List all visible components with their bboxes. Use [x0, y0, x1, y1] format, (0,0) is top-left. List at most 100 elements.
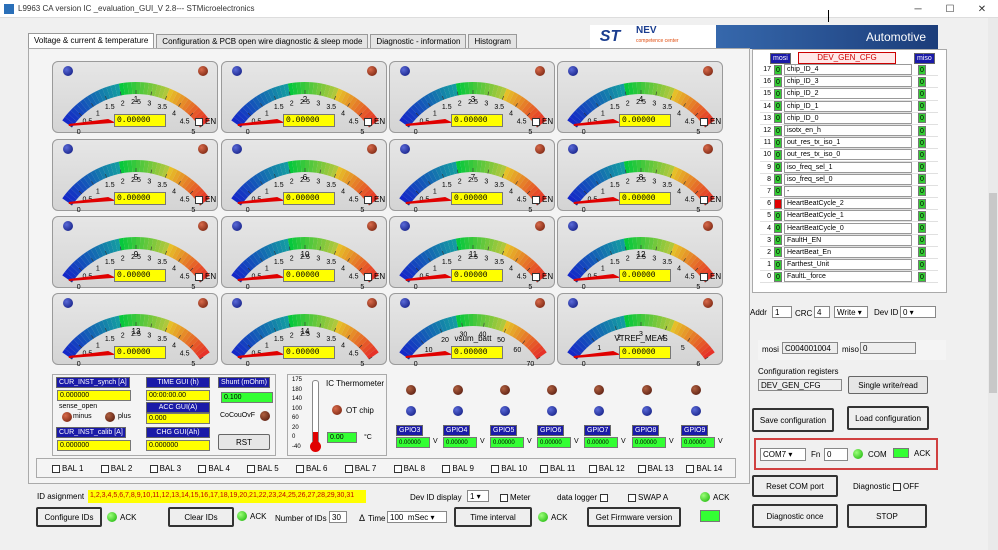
gauge-enable-box[interactable] — [532, 272, 540, 281]
register-mosi-bit[interactable]: 0 — [774, 88, 782, 99]
data-logger-box[interactable] — [600, 493, 609, 502]
register-mosi-bit[interactable]: 0 — [774, 125, 782, 136]
diagnostic-checkbox[interactable] — [893, 482, 901, 491]
gauge-enable-box[interactable] — [700, 195, 708, 204]
get-firmware-version-button[interactable]: Get Firmware version — [587, 507, 681, 527]
gauge-enable-box[interactable] — [364, 195, 372, 204]
bal-checkbox-box[interactable] — [247, 464, 256, 473]
gauge-enable-box[interactable] — [532, 195, 540, 204]
com-port-select[interactable]: COM7 ▾ — [760, 448, 806, 461]
bal-checkbox[interactable]: BAL 1 — [52, 464, 84, 473]
bal-checkbox[interactable]: BAL 14 — [686, 464, 722, 473]
rst-button[interactable]: RST — [218, 434, 270, 450]
meter-checkbox-box[interactable] — [500, 493, 508, 502]
bal-checkbox[interactable]: BAL 6 — [296, 464, 328, 473]
register-mosi-bit[interactable]: 0 — [774, 259, 782, 270]
bal-checkbox[interactable]: BAL 2 — [100, 464, 132, 473]
save-configuration-button[interactable]: Save configuration — [752, 408, 834, 432]
bal-checkbox[interactable]: BAL 10 — [491, 464, 527, 473]
gauge-enable-box[interactable] — [364, 117, 372, 126]
bal-checkbox-box[interactable] — [491, 464, 500, 473]
gauge-enable-box[interactable] — [532, 117, 540, 126]
register-mosi-bit[interactable]: 0 — [774, 113, 782, 124]
fn-input[interactable]: 0 — [824, 448, 848, 461]
bal-checkbox-box[interactable] — [296, 464, 304, 473]
bal-checkbox-box[interactable] — [393, 464, 402, 473]
register-mosi-bit[interactable]: 0 — [774, 235, 782, 246]
minimize-button[interactable]: ─ — [914, 3, 922, 15]
register-mosi-bit[interactable]: 0 — [774, 149, 782, 160]
bal-checkbox-box[interactable] — [198, 464, 207, 473]
gauge-enable-checkbox[interactable]: EN — [532, 195, 553, 204]
data-logger-checkbox[interactable]: data logger — [557, 493, 610, 502]
swap-a-box[interactable] — [628, 493, 636, 502]
gauge-enable-box[interactable] — [700, 117, 708, 126]
time-interval-button[interactable]: Time interval — [454, 507, 532, 527]
clear-ids-button[interactable]: Clear IDs — [168, 507, 234, 527]
gauge-enable-box[interactable] — [195, 195, 203, 204]
tab-diagnostic[interactable]: Diagnostic - information — [370, 34, 467, 48]
gauge-enable-box[interactable] — [195, 272, 203, 281]
gauge-enable-checkbox[interactable]: EN — [364, 195, 385, 204]
scrollbar-thumb[interactable] — [989, 193, 997, 393]
register-mosi-bit[interactable]: 0 — [774, 137, 782, 148]
bal-checkbox[interactable]: BAL 11 — [540, 464, 575, 473]
register-mosi-bit[interactable]: 0 — [774, 223, 782, 234]
id-assignment-list[interactable]: 1,2,3,4,5,6,7,8,9,10,11,12,13,14,15,16,1… — [88, 490, 366, 503]
tab-voltage[interactable]: Voltage & current & temperature — [28, 33, 155, 48]
time-input[interactable]: 100 mSec ▾ — [387, 511, 447, 523]
bal-checkbox-box[interactable] — [588, 464, 597, 473]
number-of-ids-input[interactable]: 30 — [329, 511, 347, 523]
bal-checkbox[interactable]: BAL 8 — [393, 464, 425, 473]
dev-id-select[interactable]: 0 ▾ — [900, 306, 936, 318]
reset-com-port-button[interactable]: Reset COM port — [752, 475, 838, 497]
gauge-enable-box[interactable] — [195, 117, 203, 126]
bal-checkbox[interactable]: BAL 12 — [588, 464, 625, 473]
bal-checkbox[interactable]: BAL 7 — [344, 464, 376, 473]
config-registers-select[interactable]: DEV_GEN_CFG — [758, 379, 842, 391]
gauge-enable-checkbox[interactable]: EN — [532, 272, 553, 281]
gauge-enable-checkbox[interactable]: EN — [195, 272, 216, 281]
diagnostic-toggle[interactable]: OFF — [893, 482, 919, 491]
register-mosi-bit[interactable] — [774, 198, 782, 209]
tab-configuration[interactable]: Configuration & PCB open wire diagnostic… — [156, 34, 369, 48]
stop-button[interactable]: STOP — [847, 504, 927, 528]
bal-checkbox[interactable]: BAL 9 — [442, 464, 474, 473]
register-mosi-bit[interactable]: 0 — [774, 162, 782, 173]
addr-input[interactable]: 1 — [772, 306, 792, 318]
gauge-enable-box[interactable] — [700, 272, 708, 281]
gauge-enable-checkbox[interactable]: EN — [364, 117, 385, 126]
read-write-select[interactable]: Write ▾ — [834, 306, 868, 318]
bal-checkbox-box[interactable] — [442, 464, 451, 473]
bal-checkbox-box[interactable] — [100, 464, 109, 473]
bal-checkbox-box[interactable] — [52, 464, 60, 473]
swap-a-checkbox[interactable]: SWAP A — [628, 493, 668, 502]
crc-input[interactable]: 4 — [814, 306, 830, 318]
close-button[interactable]: ✕ — [977, 3, 987, 15]
register-mosi-bit[interactable]: 0 — [774, 271, 782, 282]
load-configuration-button[interactable]: Load configuration — [847, 406, 929, 430]
register-mosi-bit[interactable]: 0 — [774, 76, 782, 87]
gauge-enable-checkbox[interactable]: EN — [700, 272, 721, 281]
bal-checkbox-box[interactable] — [540, 464, 548, 473]
vertical-scrollbar[interactable] — [988, 18, 998, 550]
dev-id-display-select[interactable]: 1 ▾ — [467, 490, 489, 502]
bal-checkbox-box[interactable] — [686, 464, 695, 473]
gauge-enable-checkbox[interactable]: EN — [195, 117, 216, 126]
register-mosi-bit[interactable]: 0 — [774, 186, 782, 197]
bal-checkbox[interactable]: BAL 5 — [247, 464, 279, 473]
diagnostic-once-button[interactable]: Diagnostic once — [752, 504, 838, 528]
register-mosi-bit[interactable]: 0 — [774, 247, 782, 258]
shunt-input[interactable]: 0.100 — [221, 392, 273, 403]
bal-checkbox[interactable]: BAL 13 — [637, 464, 674, 473]
maximize-button[interactable]: ☐ — [945, 3, 955, 15]
gauge-enable-checkbox[interactable]: EN — [532, 117, 553, 126]
tab-histogram[interactable]: Histogram — [468, 34, 517, 48]
gauge-enable-checkbox[interactable]: EN — [195, 195, 216, 204]
gauge-enable-box[interactable] — [364, 272, 372, 281]
gauge-enable-checkbox[interactable]: EN — [364, 272, 385, 281]
register-mosi-bit[interactable]: 0 — [774, 174, 782, 185]
register-mosi-bit[interactable]: 0 — [774, 210, 782, 221]
bal-checkbox-box[interactable] — [637, 464, 646, 473]
gauge-enable-checkbox[interactable]: EN — [700, 195, 721, 204]
